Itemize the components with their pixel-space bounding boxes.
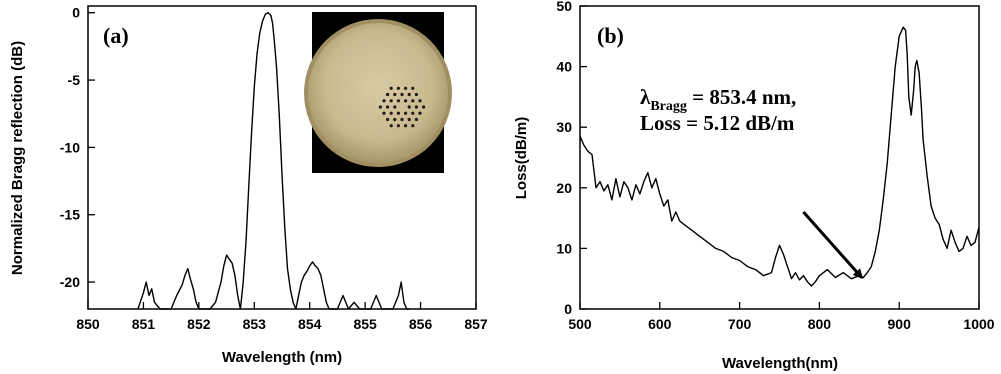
chart-a-y-axis-label: Normalized Bragg reflection (dB) — [9, 41, 26, 275]
y-tick-label: 0 — [72, 5, 80, 21]
lambda-subscript: Bragg — [650, 99, 687, 114]
x-tick-label: 854 — [298, 316, 322, 332]
lambda-symbol: λ — [640, 85, 651, 109]
x-tick-label: 700 — [728, 316, 752, 332]
x-tick-label: 857 — [464, 316, 488, 332]
chart-b-ticks — [579, 5, 980, 310]
chart-a-x-axis-label: Wavelength (nm) — [222, 349, 342, 366]
y-tick-label: 50 — [556, 0, 572, 14]
x-tick-label: 855 — [353, 316, 377, 332]
y-tick-label: 10 — [556, 240, 572, 256]
chart-b-annotation-line-2: Loss = 5.12 dB/m — [640, 111, 795, 135]
x-tick-label: 852 — [187, 316, 211, 332]
y-tick-label: -10 — [60, 139, 80, 155]
x-tick-label: 851 — [132, 316, 156, 332]
y-tick-label: -5 — [68, 72, 81, 88]
chart-a-ticks — [87, 12, 477, 309]
chart-b-series-line — [579, 26, 980, 287]
x-tick-label: 800 — [808, 316, 832, 332]
x-tick-label: 500 — [568, 316, 592, 332]
y-tick-label: -20 — [60, 274, 80, 290]
x-tick-label: 900 — [888, 316, 912, 332]
chart-b-plot-frame — [579, 5, 980, 310]
x-tick-label: 856 — [409, 316, 433, 332]
chart-a-plot-frame — [87, 5, 477, 310]
chart-b-annotation-arrow — [802, 211, 864, 279]
x-tick-label: 600 — [648, 316, 672, 332]
chart-a-tick-labels: 850 851 852 853 854 855 856 857 0 -5 -10 -15 -20 — [60, 5, 488, 332]
y-tick-label: 20 — [556, 180, 572, 196]
fiber-cross-section-photo-icon — [304, 12, 452, 173]
y-tick-label: -15 — [60, 207, 80, 223]
chart-a-panel-label: (a) — [103, 23, 129, 48]
x-tick-label: 853 — [243, 316, 267, 332]
chart-b-panel-label: (b) — [597, 23, 624, 48]
y-tick-label: 0 — [564, 301, 572, 317]
chart-b-x-axis-label: Wavelength(nm) — [722, 355, 838, 372]
x-tick-label: 850 — [76, 316, 100, 332]
chart-b-tick-labels: 500 600 700 800 900 1000 0 10 20 30 40 50 — [556, 0, 994, 332]
bragg-wavelength-value: = 853.4 nm, — [687, 85, 796, 109]
y-tick-label: 30 — [556, 119, 572, 135]
chart-b-annotation-line-1: λBragg = 853.4 nm, — [640, 85, 796, 114]
chart-b-y-axis-label: Loss(dB/m) — [513, 117, 530, 200]
y-tick-label: 40 — [556, 59, 572, 75]
chart-a-series-line — [137, 12, 410, 310]
chart-b: 500 600 700 800 900 1000 0 10 20 30 40 50 (b) λBrag… — [513, 0, 995, 372]
x-tick-label: 1000 — [963, 316, 994, 332]
chart-a: 850 851 852 853 854 855 856 857 0 -5 -10 -15 -20 (a)… — [9, 5, 488, 366]
